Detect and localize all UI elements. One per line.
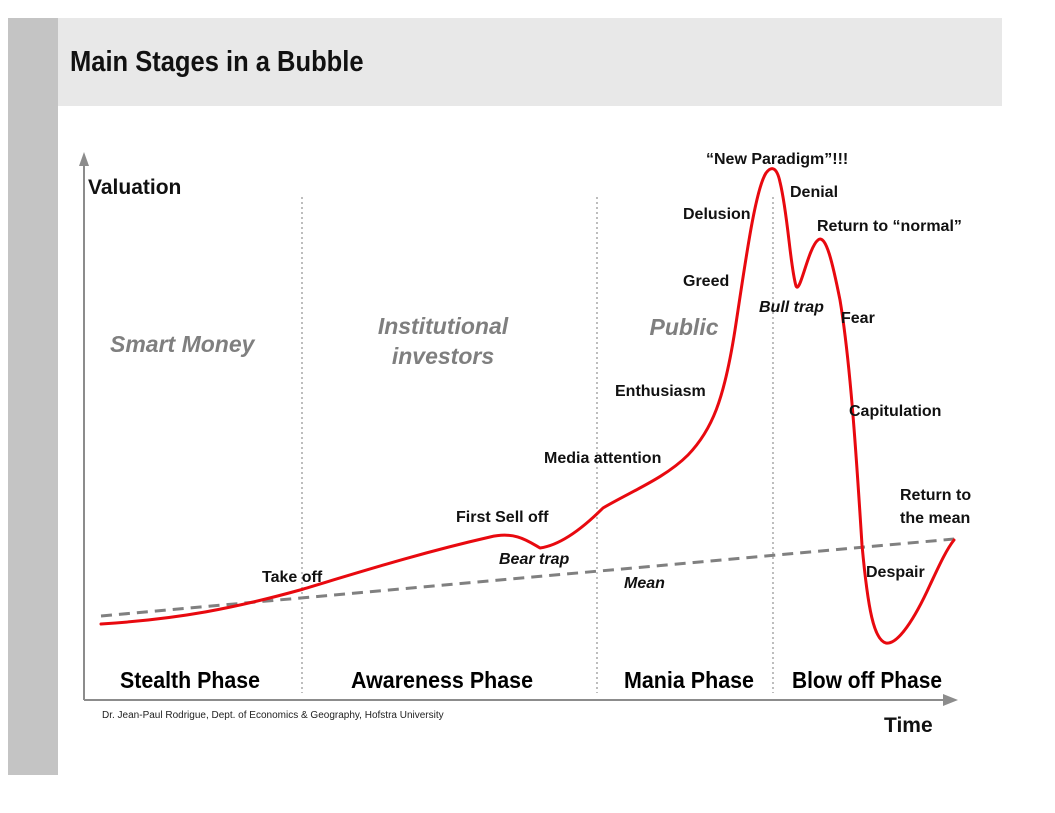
- title-band: [58, 18, 1002, 106]
- x-axis-arrow: [943, 694, 958, 706]
- annotation-greed: Greed: [683, 273, 729, 290]
- annotation-return-to-normal: Return to “normal”: [817, 218, 962, 235]
- phase-mania: Mania Phase: [624, 667, 754, 693]
- annotation-bull-trap: Bull trap: [759, 299, 824, 316]
- annotation-capitulation: Capitulation: [849, 403, 941, 420]
- phase-dividers: [301, 197, 774, 693]
- participant-smart-money: Smart Money: [110, 331, 256, 357]
- annotation-despair: Despair: [866, 564, 925, 581]
- annotation-media-attention: Media attention: [544, 450, 661, 467]
- axes: [79, 152, 958, 706]
- bubble-curve: [99, 167, 956, 645]
- y-axis-arrow: [79, 152, 89, 166]
- annotation-return-to-mean-line2: the mean: [900, 510, 970, 527]
- annotation-fear: Fear: [841, 310, 875, 327]
- phase-blowoff: Blow off Phase: [792, 667, 942, 693]
- annotation-enthusiasm: Enthusiasm: [615, 383, 706, 400]
- phase-stealth: Stealth Phase: [120, 667, 260, 693]
- annotation-take-off: Take off: [262, 569, 323, 586]
- participant-institutional-line1: Institutional: [378, 313, 509, 339]
- participant-institutional-line2: investors: [392, 343, 494, 369]
- annotation-delusion: Delusion: [683, 206, 751, 223]
- y-axis-label: Valuation: [88, 176, 181, 199]
- credit-line: Dr. Jean-Paul Rodrigue, Dept. of Economi…: [102, 710, 444, 721]
- x-axis-label: Time: [884, 714, 933, 737]
- phase-awareness: Awareness Phase: [351, 667, 533, 693]
- annotation-new-paradigm: “New Paradigm”!!!: [706, 151, 848, 168]
- annotation-mean: Mean: [624, 575, 665, 592]
- annotation-first-sell-off: First Sell off: [456, 509, 549, 526]
- participant-public: Public: [649, 314, 718, 340]
- annotation-denial: Denial: [790, 184, 838, 201]
- annotation-bear-trap: Bear trap: [499, 551, 569, 568]
- left-side-bar: [8, 18, 58, 775]
- page-title: Main Stages in a Bubble: [70, 46, 364, 78]
- annotation-return-to-mean-line1: Return to: [900, 487, 971, 504]
